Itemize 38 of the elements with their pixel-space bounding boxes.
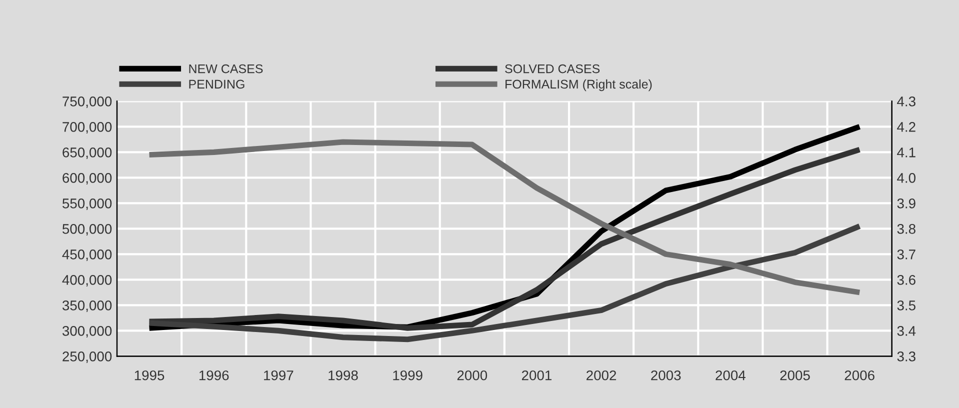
y2-tick-label: 4.2 — [897, 122, 916, 132]
y-tick-label: 500,000 — [62, 224, 112, 236]
y2-tick-label: 4.3 — [897, 96, 916, 106]
y2-tick-label: 3.3 — [897, 352, 916, 362]
y-tick-label: 400,000 — [62, 275, 112, 286]
y-tick-label: 600,000 — [62, 173, 112, 184]
x-tick-label: 1996 — [199, 370, 229, 380]
x-tick-label: 1997 — [264, 370, 294, 380]
y2-tick-label: 3.7 — [897, 250, 916, 260]
x-tick-label: 2002 — [586, 370, 616, 380]
x-tick-label: 2006 — [844, 370, 874, 380]
y-tick-label: 700,000 — [62, 122, 112, 134]
y2-tick-label: 3.4 — [897, 326, 916, 336]
y-tick-label: 300,000 — [62, 326, 112, 338]
x-tick-label: 2004 — [716, 370, 746, 380]
y-tick-label: 250,000 — [62, 352, 112, 363]
y-tick-label: 350,000 — [62, 300, 112, 312]
x-tick-label: 2003 — [651, 370, 681, 380]
y2-tick-label: 4.1 — [897, 148, 916, 158]
legend-label: NEW CASES — [189, 64, 263, 74]
y-tick-label: 550,000 — [62, 198, 112, 210]
y2-tick-label: 3.5 — [897, 300, 916, 310]
x-tick-label: 1998 — [328, 370, 358, 380]
y-tick-label: 750,000 — [62, 96, 112, 108]
y2-tick-label: 3.8 — [897, 224, 916, 234]
y2-tick-label: 3.9 — [897, 198, 916, 208]
y2-tick-label: 4.0 — [897, 173, 916, 183]
legend-label: PENDING — [189, 80, 244, 89]
legend-label: FORMALISM (Right scale) — [506, 79, 652, 92]
x-tick-label: 1995 — [134, 370, 164, 380]
y-tick-label: 650,000 — [62, 148, 112, 159]
x-tick-label: 2001 — [522, 370, 552, 380]
x-tick-label: 2000 — [457, 370, 488, 380]
x-tick-label: 1999 — [393, 370, 422, 380]
x-tick-label: 2005 — [780, 370, 810, 380]
legend-label: SOLVED CASES — [505, 64, 600, 74]
y-tick-label: 450,000 — [62, 250, 112, 261]
y2-tick-label: 3.6 — [897, 275, 916, 285]
